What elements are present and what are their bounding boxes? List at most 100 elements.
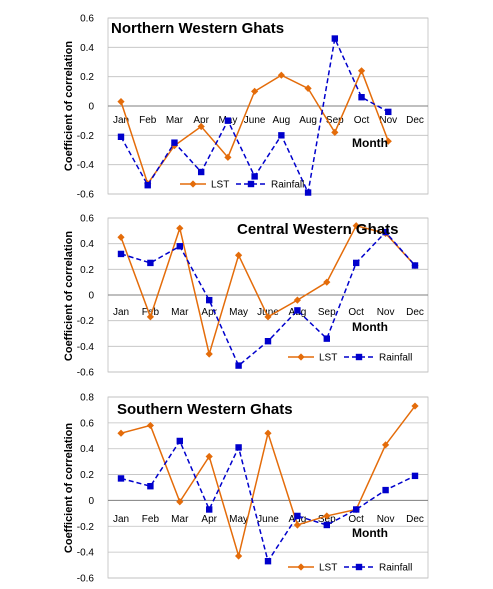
x-tick-label: May xyxy=(229,307,248,318)
data-point-rainfall xyxy=(323,521,330,529)
data-point-lst xyxy=(352,222,360,230)
y-tick-label: 0 xyxy=(88,291,94,302)
data-point-lst xyxy=(323,512,331,520)
data-point-lst xyxy=(293,521,301,529)
x-tick-label: Aug xyxy=(299,115,317,126)
y-tick-label: 0.2 xyxy=(80,265,94,276)
data-point-lst xyxy=(235,251,243,259)
data-point-lst xyxy=(205,350,213,358)
data-point-rainfall xyxy=(353,259,360,267)
x-tick-label: Sep xyxy=(318,514,336,525)
chart-panel-3: 0.8 0.6 0.4 0.2 0 -0.2 -0.4 -0.6 Jan Feb Mar Apr May… xyxy=(63,393,429,585)
data-point-lst xyxy=(205,452,213,461)
x-axis-label: Month xyxy=(352,526,388,540)
data-point-lst xyxy=(224,153,232,161)
y-tick-label: -0.2 xyxy=(77,522,95,533)
x-tick-label: Oct xyxy=(348,514,364,525)
data-point-lst xyxy=(251,87,259,95)
y-tick-label: -0.4 xyxy=(77,160,95,171)
plot-area-border xyxy=(107,396,429,579)
data-point-rainfall xyxy=(382,486,389,494)
data-point-rainfall xyxy=(278,132,285,139)
y-tick-label: -0.4 xyxy=(77,548,95,559)
y-tick-label: 0.6 xyxy=(80,214,94,225)
x-tick-label: Oct xyxy=(348,307,364,318)
chart-title: Northern Western Ghats xyxy=(111,20,284,37)
data-point-lst xyxy=(264,313,272,321)
series-line-lst xyxy=(120,224,416,357)
data-point-rainfall xyxy=(411,262,419,269)
legend-label-rainfall: Rainfall xyxy=(379,563,412,574)
y-tick-label: 0 xyxy=(88,102,94,113)
y-tick-label: 0.6 xyxy=(80,14,94,25)
data-point-rainfall xyxy=(264,557,272,565)
x-tick-label: Aug xyxy=(289,514,307,525)
data-point-lst xyxy=(357,67,366,75)
x-tick-label: Nov xyxy=(379,115,397,126)
series-line-rainfall xyxy=(120,439,416,564)
data-point-lst xyxy=(176,498,184,506)
x-tick-label: Apr xyxy=(201,514,217,525)
chart-panel-1: 0.60.40.20-0.2-0.4-0.6JanFebMarAprMayJun… xyxy=(63,14,429,201)
data-point-rainfall xyxy=(382,228,389,236)
data-point-rainfall xyxy=(117,475,125,482)
y-tick-label: -0.4 xyxy=(77,342,95,353)
x-tick-label: June xyxy=(244,115,266,126)
data-point-lst xyxy=(264,429,272,437)
data-point-lst xyxy=(197,122,205,131)
data-point-rainfall xyxy=(251,173,258,180)
x-tick-label: June xyxy=(257,514,279,525)
x-tick-label: Jan xyxy=(113,514,129,525)
x-tick-label: Sep xyxy=(318,307,336,318)
x-tick-label: Apr xyxy=(201,307,217,318)
x-tick-label: Jan xyxy=(113,307,129,318)
data-point-rainfall xyxy=(176,243,183,250)
y-axis-label: Coefficient of correlation xyxy=(63,231,75,361)
data-point-rainfall xyxy=(264,338,272,345)
data-point-rainfall xyxy=(147,259,154,267)
y-tick-label: 0.2 xyxy=(80,72,94,83)
legend-marker-lst xyxy=(297,563,305,571)
data-point-lst xyxy=(277,71,285,79)
series-line-rainfall xyxy=(120,231,416,367)
data-point-rainfall xyxy=(224,117,232,124)
x-tick-label: May xyxy=(229,514,248,525)
data-point-lst xyxy=(411,402,419,410)
data-point-rainfall xyxy=(206,506,213,513)
data-point-rainfall xyxy=(385,108,392,116)
x-tick-label: Dec xyxy=(406,115,424,126)
x-tick-label: Feb xyxy=(142,307,160,318)
y-tick-label: -0.6 xyxy=(77,190,95,201)
x-tick-label: Jan xyxy=(113,115,129,126)
x-tick-label: Dec xyxy=(406,514,424,525)
chart-title: Southern Western Ghats xyxy=(117,401,293,418)
x-tick-label: Oct xyxy=(354,115,370,126)
data-point-rainfall xyxy=(206,296,213,304)
data-point-lst xyxy=(146,421,154,430)
chart-title: Central Western Ghats xyxy=(237,221,398,238)
y-tick-label: 0 xyxy=(88,496,94,507)
data-point-lst xyxy=(235,552,243,560)
y-tick-label: -0.6 xyxy=(77,368,95,379)
data-point-rainfall xyxy=(147,483,154,490)
legend-label-lst: LST xyxy=(319,563,337,574)
x-tick-label: June xyxy=(257,307,279,318)
data-point-rainfall xyxy=(117,250,125,258)
data-point-rainfall xyxy=(294,512,301,520)
data-point-rainfall xyxy=(171,139,178,146)
y-tick-label: -0.2 xyxy=(77,131,95,142)
legend-marker-rainfall xyxy=(355,563,363,571)
data-point-lst xyxy=(384,137,392,145)
legend-label-lst: LST xyxy=(319,353,337,364)
data-point-rainfall xyxy=(411,472,419,480)
data-point-rainfall xyxy=(144,182,151,189)
data-point-lst xyxy=(176,224,184,232)
x-tick-label: Mar xyxy=(171,514,189,525)
y-tick-label: -0.2 xyxy=(77,316,95,327)
data-point-rainfall xyxy=(294,307,301,314)
y-tick-label: 0.4 xyxy=(80,444,94,455)
data-point-lst xyxy=(293,296,301,304)
data-point-lst xyxy=(117,233,125,241)
data-point-lst xyxy=(117,98,125,106)
